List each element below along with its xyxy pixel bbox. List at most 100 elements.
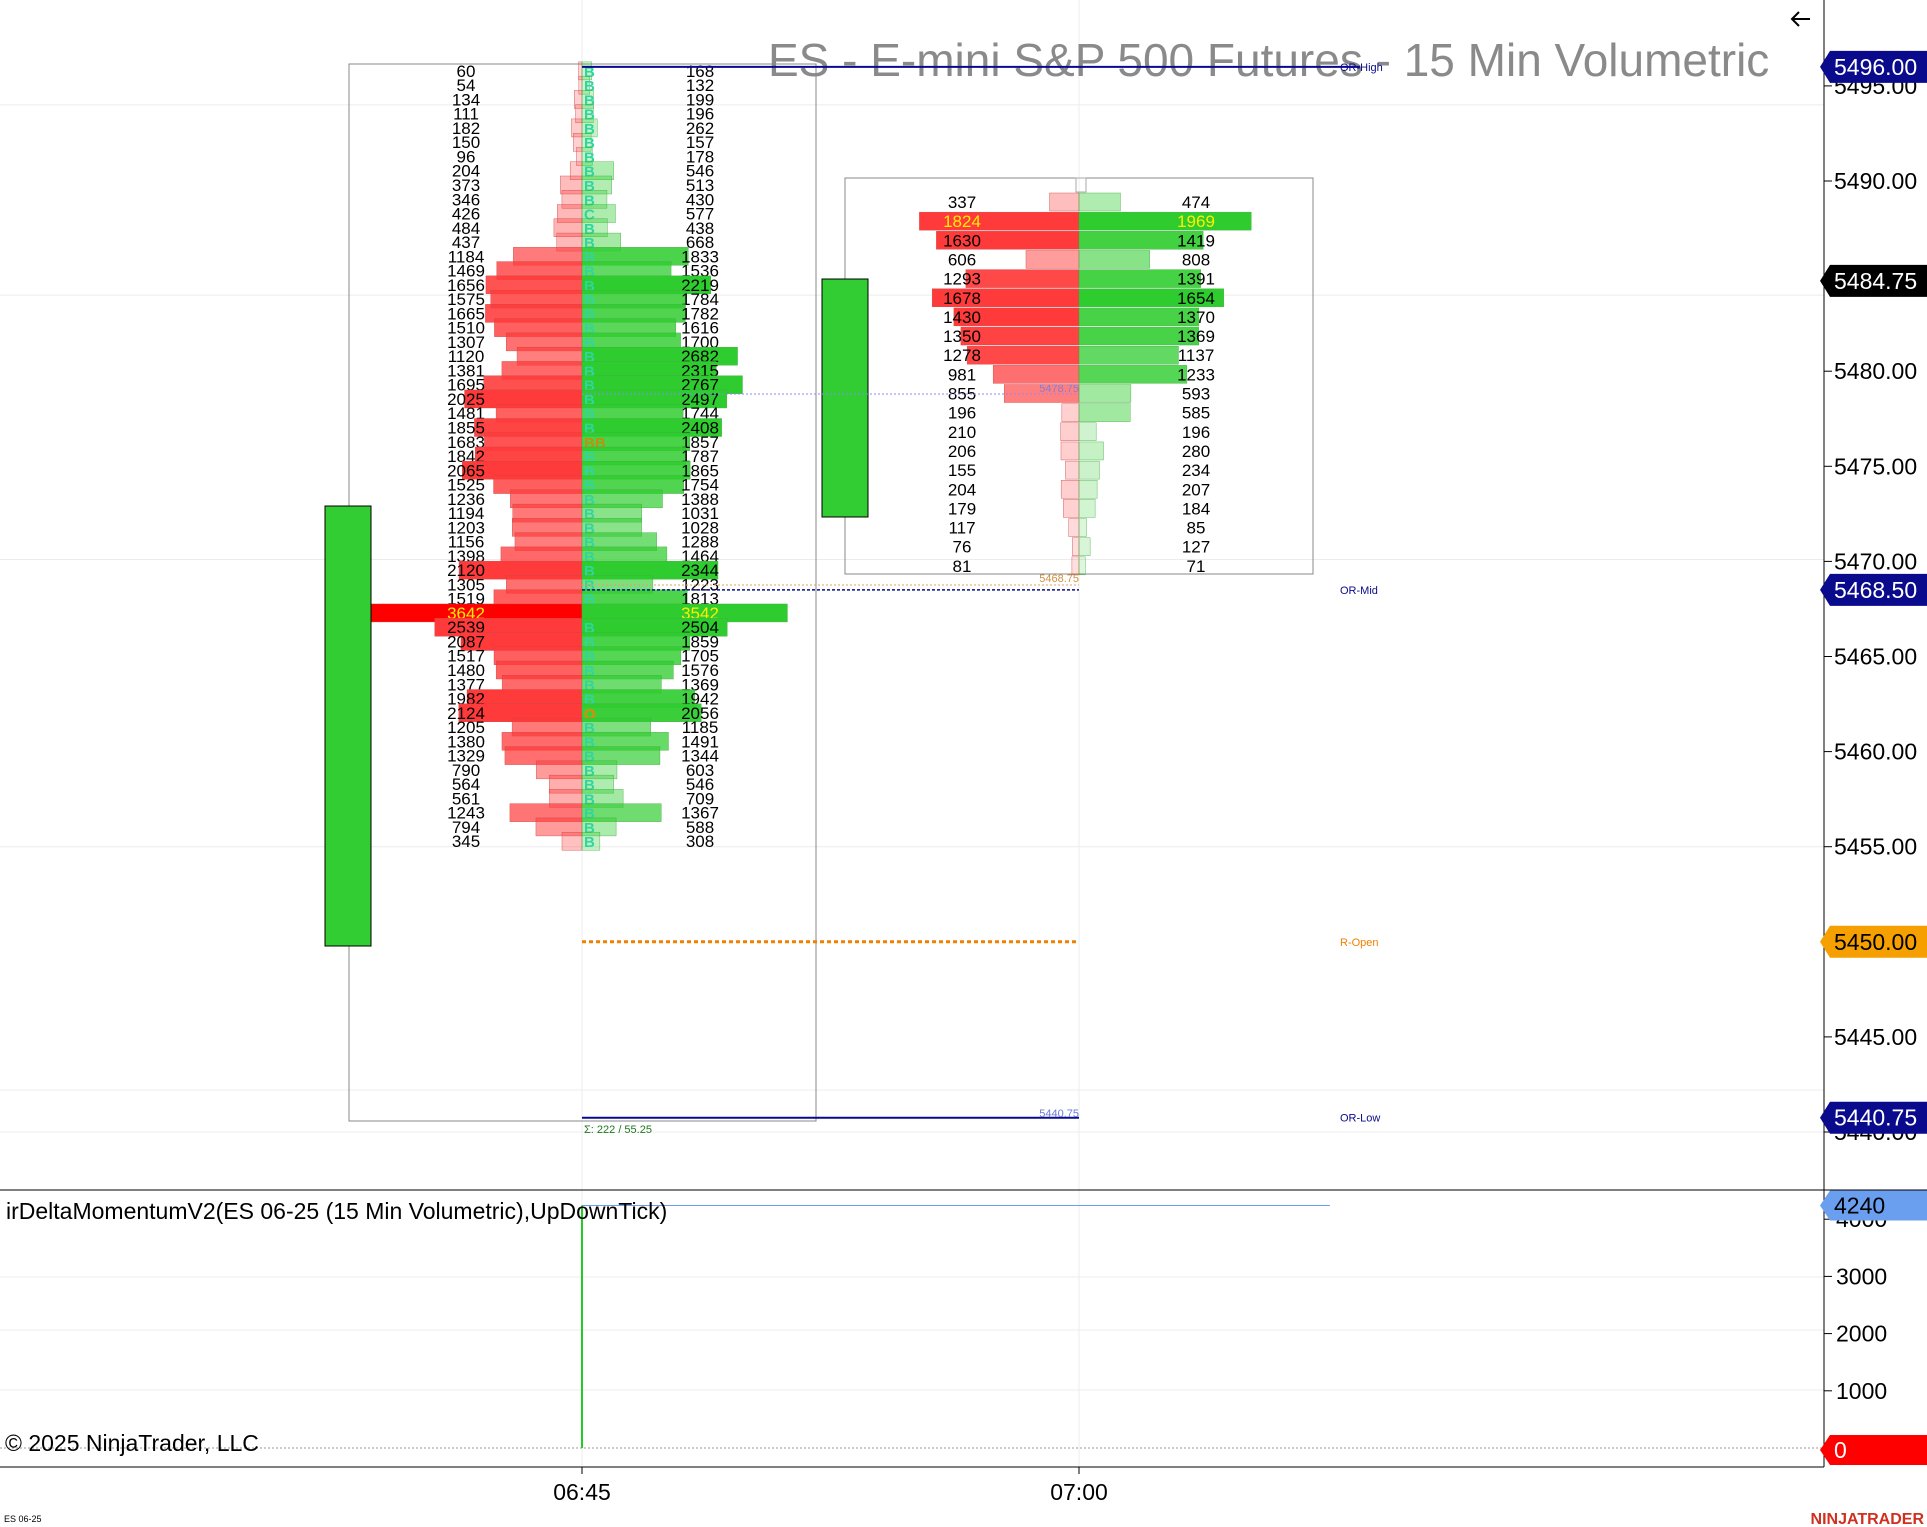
time-axis[interactable]: 06:45 07:00 <box>553 1467 1108 1505</box>
ask-volume-bar[interactable] <box>1078 403 1131 422</box>
price-tag[interactable] <box>1820 573 1927 606</box>
ask-volume-bar[interactable] <box>581 817 617 837</box>
ask-volume-bar[interactable] <box>581 831 601 851</box>
ask-volume-bar[interactable] <box>1078 211 1252 231</box>
candle-body[interactable] <box>324 505 372 947</box>
bid-volume-bar[interactable] <box>1049 192 1080 212</box>
indicator-tag-label: 4240 <box>1834 1192 1885 1218</box>
bar-marker-label: B <box>584 834 595 851</box>
ask-volume-label: 85 <box>1187 519 1206 538</box>
ask-volume-bar[interactable] <box>1078 441 1104 461</box>
instrument-tag: ES 06-25 <box>4 1514 42 1524</box>
ask-volume-bar[interactable] <box>581 204 616 223</box>
bid-volume-label: 1517 <box>447 647 485 666</box>
price-tag[interactable] <box>1820 50 1927 83</box>
ask-volume-bar[interactable] <box>1078 307 1200 327</box>
bid-volume-bar[interactable] <box>992 365 1080 384</box>
bid-volume-bar[interactable] <box>1060 480 1080 499</box>
ask-volume-label: 1576 <box>681 661 719 680</box>
indicator-panel[interactable]: 400030002000100042400 <box>0 1190 1927 1465</box>
ask-volume-bar[interactable] <box>1078 556 1086 576</box>
ask-volume-label: 1782 <box>681 304 719 323</box>
ask-volume-bar[interactable] <box>1078 346 1179 365</box>
ask-volume-bar[interactable] <box>1078 365 1188 384</box>
bid-volume-bar[interactable] <box>1061 403 1080 422</box>
bar-marker-label: B <box>584 392 595 409</box>
ask-volume-bar[interactable] <box>1078 326 1199 346</box>
indicator-tag[interactable] <box>1820 1190 1927 1221</box>
ask-volume-bar[interactable] <box>1078 480 1098 499</box>
bid-volume-label: 60 <box>457 62 476 81</box>
ask-volume-bar[interactable] <box>1078 384 1132 403</box>
bid-volume-label: 1678 <box>943 289 981 308</box>
price-tag[interactable] <box>1820 1101 1927 1134</box>
ask-volume-bar[interactable] <box>1078 192 1121 212</box>
bid-volume-bar[interactable] <box>1060 441 1080 461</box>
ask-volume-label: 1754 <box>681 476 719 495</box>
bar-marker-label: B <box>584 692 595 709</box>
ask-volume-bar[interactable] <box>581 133 592 152</box>
bid-volume-bar[interactable] <box>1068 518 1080 537</box>
ask-volume-bar[interactable] <box>581 803 662 822</box>
ask-volume-bar[interactable] <box>581 175 612 195</box>
bid-volume-label: 1120 <box>448 347 485 366</box>
time-tick-label: 06:45 <box>553 1479 611 1505</box>
ask-volume-label: 2056 <box>681 704 719 723</box>
ask-volume-bar[interactable] <box>1078 518 1087 537</box>
ask-volume-bar[interactable] <box>581 190 608 209</box>
ask-volume-bar[interactable] <box>1078 460 1100 480</box>
ask-volume-bar[interactable] <box>1078 422 1097 441</box>
ask-volume-bar[interactable] <box>581 104 594 123</box>
bid-volume-label: 204 <box>452 162 480 181</box>
bid-volume-label: 437 <box>452 233 480 252</box>
price-tick-label: 5475.00 <box>1834 453 1917 479</box>
bar-marker-label: B <box>584 663 595 680</box>
price-tag[interactable] <box>1820 925 1927 958</box>
candle-body[interactable] <box>821 278 869 518</box>
ask-volume-bar[interactable] <box>1078 537 1091 556</box>
ask-volume-bar[interactable] <box>1078 499 1096 518</box>
ask-volume-bar[interactable] <box>581 746 661 765</box>
ask-volume-label: 2504 <box>681 618 719 637</box>
poc-label: 5478.75 <box>1039 383 1079 395</box>
ask-volume-bar[interactable] <box>581 760 618 780</box>
bid-volume-label: 1381 <box>447 361 485 380</box>
bid-volume-label: 81 <box>953 557 972 576</box>
bid-volume-bar[interactable] <box>561 831 583 851</box>
ask-volume-label: 1419 <box>1177 231 1215 250</box>
volumetric-bar-0700[interactable]: 337 474 1824 1969 1630 1419 606 808 1293 1391 1678… <box>582 177 1314 586</box>
bid-volume-label: 1307 <box>447 333 485 352</box>
bid-volume-bar[interactable] <box>1072 537 1080 556</box>
ask-volume-bar[interactable] <box>581 161 614 180</box>
ask-volume-bar[interactable] <box>581 61 592 81</box>
price-axis[interactable]: 5495.005490.005480.005475.005470.005465.… <box>1820 50 1927 1145</box>
back-arrow-button[interactable] <box>1788 6 1814 32</box>
bid-volume-bar[interactable] <box>966 346 1080 365</box>
ask-volume-label: 1787 <box>681 447 719 466</box>
bid-volume-bar[interactable] <box>965 269 1080 288</box>
ask-volume-bar[interactable] <box>1078 231 1204 250</box>
bid-volume-label: 345 <box>452 832 480 851</box>
ask-volume-bar[interactable] <box>1078 250 1150 269</box>
bid-volume-bar[interactable] <box>1025 250 1080 269</box>
bid-volume-bar[interactable] <box>1065 460 1080 480</box>
ask-volume-label: 1857 <box>681 433 719 452</box>
ask-volume-label: 585 <box>1182 404 1210 423</box>
ask-volume-bar[interactable] <box>1078 288 1224 307</box>
indicator-tag[interactable] <box>1820 1435 1927 1465</box>
bid-volume-bar[interactable] <box>1063 499 1080 518</box>
ask-volume-bar[interactable] <box>581 75 590 95</box>
ask-volume-label: 546 <box>686 162 714 181</box>
ask-volume-bar[interactable] <box>581 774 614 794</box>
ask-volume-bar[interactable] <box>581 147 593 166</box>
ask-volume-bar[interactable] <box>581 118 598 138</box>
indicator-tag-label: 0 <box>1834 1437 1847 1463</box>
ask-volume-bar[interactable] <box>1078 269 1201 288</box>
ask-volume-bar[interactable] <box>581 218 608 237</box>
price-tag[interactable] <box>1820 264 1927 297</box>
bar-marker-label: B <box>584 592 595 609</box>
ask-volume-bar[interactable] <box>581 90 594 109</box>
bid-volume-bar[interactable] <box>1060 422 1080 441</box>
